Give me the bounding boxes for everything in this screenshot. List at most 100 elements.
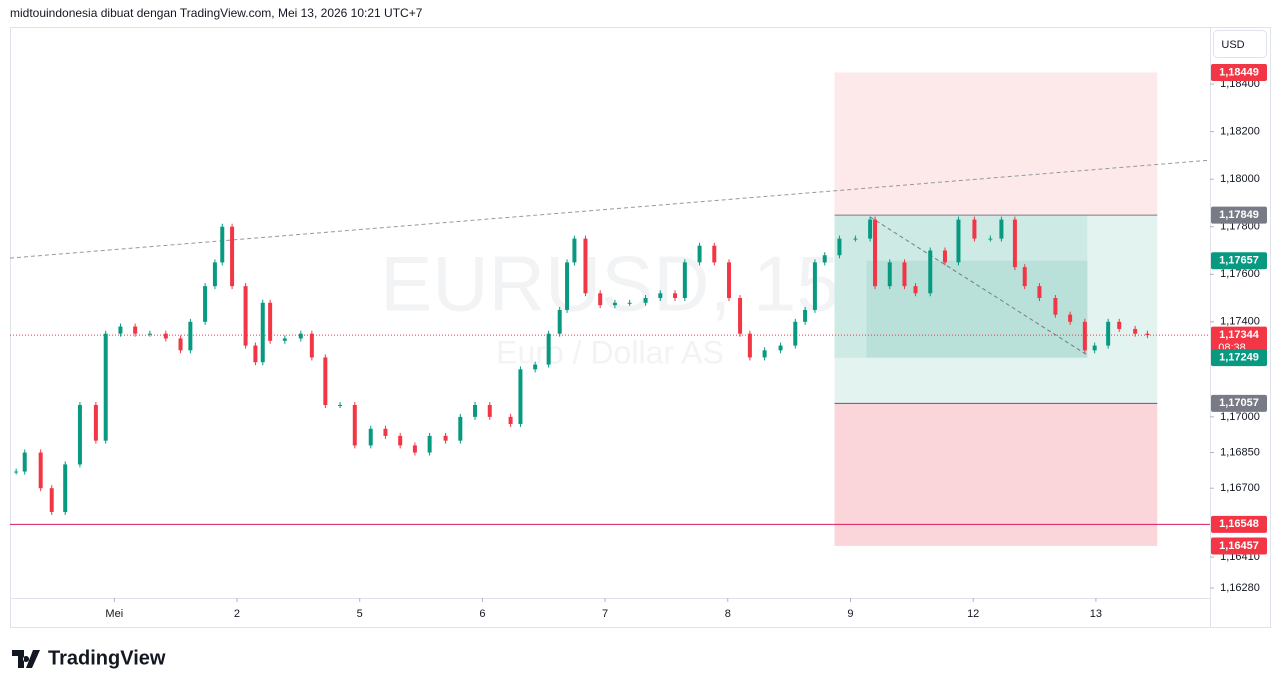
candle-body: [1022, 267, 1027, 287]
price-label: 1,17657: [1219, 255, 1259, 267]
candle-body: [298, 333, 303, 339]
candle-body: [133, 326, 138, 334]
candle-body: [338, 404, 343, 406]
candle-body: [837, 238, 842, 256]
candle-body: [352, 404, 357, 446]
candle-body: [1037, 286, 1042, 299]
candle-body: [1092, 345, 1097, 351]
x-tick-label: 9: [847, 608, 853, 620]
price-label-box: [1211, 326, 1267, 357]
candle-body: [627, 302, 632, 304]
price-label-box: [1211, 394, 1267, 412]
candle-body: [1106, 321, 1111, 346]
plot-area: [9, 72, 1211, 546]
candle-body: [762, 350, 767, 358]
price-label: 1,17057: [1219, 397, 1259, 409]
candle-body: [697, 245, 702, 263]
candle-body: [913, 286, 918, 294]
currency-button[interactable]: [1213, 30, 1267, 58]
candle-body: [458, 416, 463, 441]
y-tick-label: 1,18400: [1220, 78, 1260, 90]
candle-body: [812, 262, 817, 310]
candle-body: [598, 293, 603, 306]
candle-body: [868, 219, 873, 239]
candle-body: [887, 262, 892, 287]
price-label-box: [1211, 515, 1267, 533]
watermark-name: Euro / Dollar AS: [496, 334, 724, 370]
candle-body: [682, 262, 687, 299]
candle-body: [557, 309, 562, 334]
candle-body: [147, 333, 152, 335]
x-tick-label: 7: [602, 608, 608, 620]
candle-body: [38, 452, 43, 489]
logo-text: TradingView: [48, 647, 166, 669]
candle-body: [212, 262, 217, 287]
candle-body: [822, 255, 827, 263]
candle-body: [22, 452, 27, 472]
candle-body: [163, 333, 168, 339]
candle-body: [565, 262, 570, 310]
y-tick-label: 1,18200: [1220, 126, 1260, 138]
candle-body: [383, 428, 388, 436]
candle-body: [902, 262, 907, 287]
candle-body: [443, 435, 448, 441]
candle-body: [63, 464, 68, 512]
candle-body: [612, 302, 617, 306]
candle-body: [14, 471, 19, 473]
y-tick-label: 1,18000: [1220, 173, 1260, 185]
y-tick-label: 1,17400: [1220, 316, 1260, 328]
candle-body: [727, 262, 732, 299]
candle-body: [508, 416, 513, 425]
y-tick-label: 1,17000: [1220, 411, 1260, 423]
x-tick-label: 8: [725, 608, 731, 620]
candle-body: [873, 219, 878, 287]
candle-body: [282, 338, 287, 341]
price-label: 1,18449: [1219, 66, 1259, 78]
candle-body: [942, 250, 947, 263]
candle-body: [260, 302, 265, 363]
candle-body: [398, 435, 403, 446]
drawing-line: [869, 216, 1088, 356]
x-tick-label: 13: [1090, 608, 1102, 620]
y-tick-label: 1,16280: [1220, 582, 1260, 594]
candle-body: [77, 404, 82, 465]
candle-body: [988, 238, 993, 240]
candle-body: [778, 345, 783, 351]
candle-body: [368, 428, 373, 446]
candle-body: [49, 488, 54, 512]
candle-body: [203, 286, 208, 322]
currency-label: USD: [1221, 39, 1244, 51]
x-tick-label: Mei: [105, 608, 123, 620]
candle-body: [673, 293, 678, 299]
candle-body: [803, 309, 808, 322]
x-tick-label: 2: [234, 608, 240, 620]
logo-icon: [12, 650, 40, 668]
candle-body: [1068, 314, 1073, 322]
candle-body: [658, 293, 663, 299]
candle-body: [518, 369, 523, 425]
chart-frame: [10, 27, 1271, 628]
y-tick-label: 1,16850: [1220, 446, 1260, 458]
price-label: 1,17249: [1219, 352, 1259, 364]
candle-body: [427, 435, 432, 453]
candle-body: [487, 404, 492, 417]
candle-body: [230, 226, 235, 287]
candle-body: [583, 238, 588, 294]
candle-body: [253, 345, 258, 363]
candle-body: [853, 238, 858, 240]
candle-body: [572, 238, 577, 263]
candle-body: [956, 219, 961, 263]
x-tick-label: 6: [479, 608, 485, 620]
candle-body: [1133, 328, 1138, 334]
candle-body: [533, 364, 538, 370]
candle-body: [118, 326, 123, 334]
y-tick-label: 1,16700: [1220, 482, 1260, 494]
price-label: 1,16548: [1219, 518, 1259, 530]
x-tick-label: 12: [967, 608, 979, 620]
price-label: 1,16457: [1219, 540, 1259, 552]
candle-body: [268, 302, 273, 341]
candle-body: [747, 333, 752, 358]
candle-body: [323, 357, 328, 405]
position-zone: [834, 72, 1158, 216]
